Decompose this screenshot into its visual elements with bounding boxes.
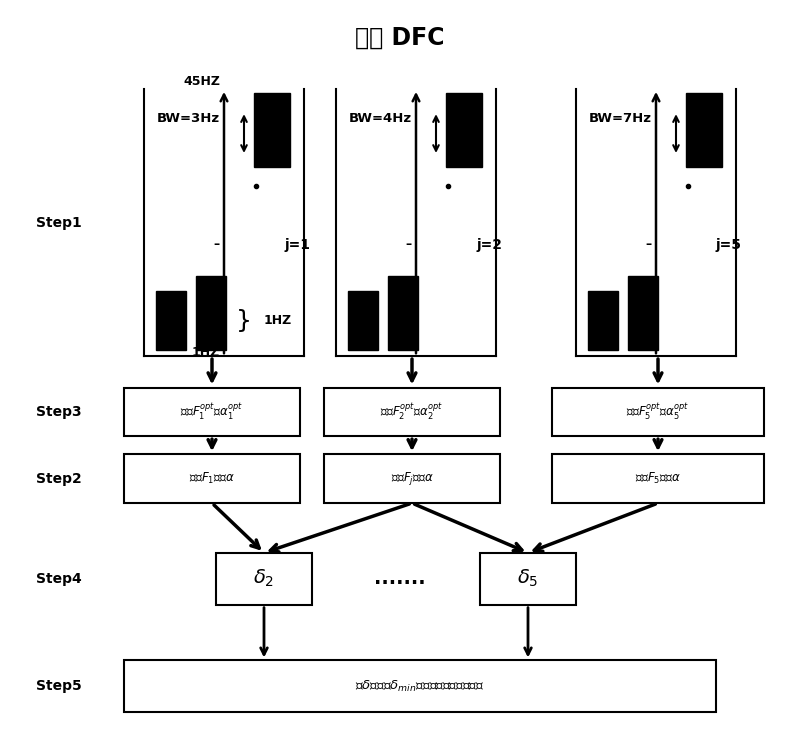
Text: }: }	[236, 309, 252, 332]
Bar	[686, 93, 722, 167]
Text: Step5: Step5	[36, 680, 82, 693]
Text: 计算$F_2^{opt}$和$\alpha_2^{opt}$: 计算$F_2^{opt}$和$\alpha_2^{opt}$	[380, 401, 444, 422]
Text: 1HZ: 1HZ	[192, 346, 220, 359]
Bar	[216, 553, 312, 605]
Text: j=2: j=2	[476, 238, 502, 252]
Bar	[254, 93, 290, 167]
Bar	[628, 276, 658, 350]
Text: BW=7Hz: BW=7Hz	[589, 112, 652, 125]
Text: .......: .......	[374, 569, 426, 588]
Text: Step1: Step1	[36, 216, 82, 229]
Bar	[588, 291, 618, 350]
Text: –: –	[213, 238, 219, 252]
Bar	[324, 454, 500, 503]
Bar	[388, 276, 418, 350]
Text: BW=4Hz: BW=4Hz	[349, 112, 412, 125]
Text: Step4: Step4	[36, 572, 82, 585]
Text: 1HZ: 1HZ	[264, 314, 292, 327]
Text: 45HZ: 45HZ	[183, 74, 220, 88]
Bar	[124, 454, 300, 503]
Bar	[196, 276, 226, 350]
Text: 计算 DFC: 计算 DFC	[355, 26, 445, 50]
Text: BW=3Hz: BW=3Hz	[157, 112, 220, 125]
Bar	[124, 387, 300, 436]
Text: 计算$F_5^{opt}$和$\alpha_5^{opt}$: 计算$F_5^{opt}$和$\alpha_5^{opt}$	[626, 401, 690, 422]
Text: j=1: j=1	[284, 238, 310, 252]
Bar	[552, 454, 764, 503]
Text: 计算$F_1^{opt}$和$\alpha_1^{opt}$: 计算$F_1^{opt}$和$\alpha_1^{opt}$	[180, 401, 244, 422]
Text: 计算$F_1$处的$\alpha$: 计算$F_1$处的$\alpha$	[189, 471, 235, 486]
Bar	[156, 291, 186, 350]
Bar	[348, 291, 378, 350]
Text: –: –	[645, 238, 651, 252]
Text: j=5: j=5	[716, 238, 742, 252]
Bar	[124, 660, 716, 712]
Bar	[446, 93, 482, 167]
Text: $\delta_2$: $\delta_2$	[254, 568, 274, 589]
Text: Step3: Step3	[36, 405, 82, 418]
Text: $\delta_5$: $\delta_5$	[518, 568, 538, 589]
Bar	[480, 553, 576, 605]
Text: 将$\delta$的值与$\delta_{min}$比较，计算出可分区间: 将$\delta$的值与$\delta_{min}$比较，计算出可分区间	[355, 679, 485, 694]
Text: 计算$F_5$处的$\alpha$: 计算$F_5$处的$\alpha$	[635, 471, 681, 486]
Bar	[324, 387, 500, 436]
Text: Step2: Step2	[36, 472, 82, 485]
Text: –: –	[405, 238, 411, 252]
Text: 计算$F_j$处的$\alpha$: 计算$F_j$处的$\alpha$	[390, 470, 434, 487]
Bar	[552, 387, 764, 436]
